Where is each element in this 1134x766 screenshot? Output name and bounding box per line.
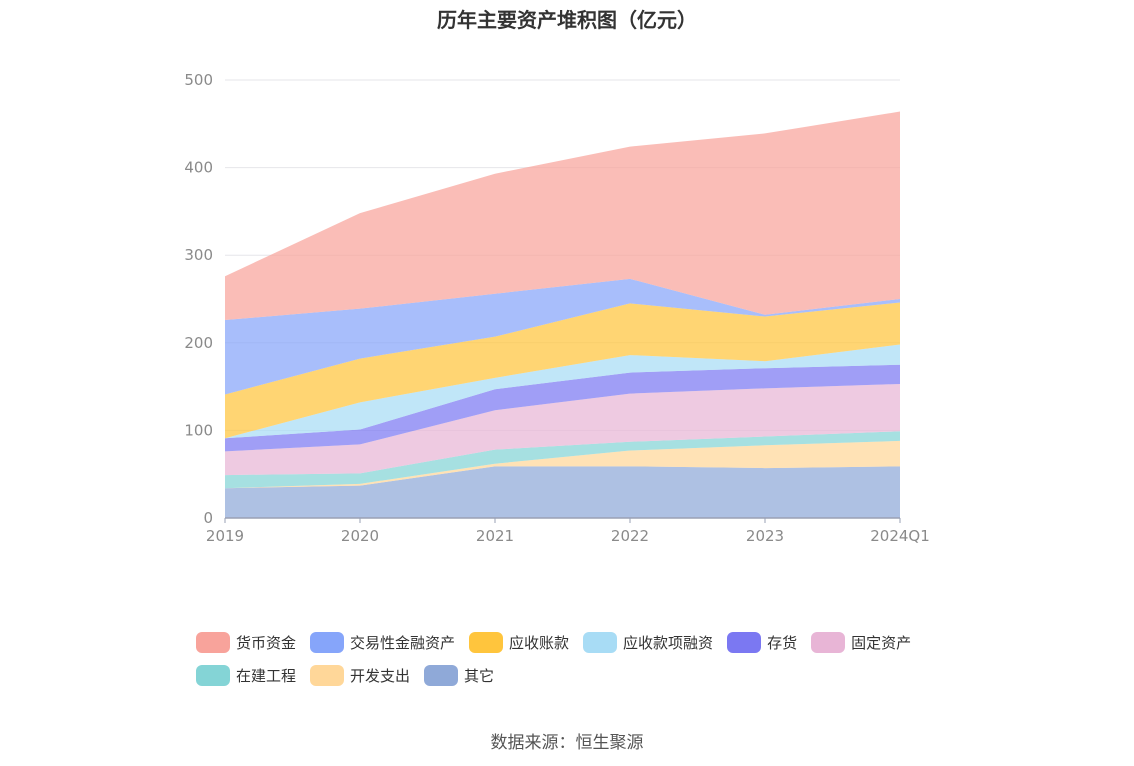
- area-series-7: [225, 278, 900, 395]
- area-series-0: [225, 466, 900, 518]
- y-tick-label: 500: [184, 71, 213, 89]
- y-tick-label: 400: [184, 159, 213, 177]
- legend-label: 货币资金: [236, 633, 297, 652]
- area-series-layer: [225, 111, 900, 518]
- legend: 货币资金 交易性金融资产 应收账款 应收款项融资 存货 固定资产在建工程 开发支出 其它: [196, 630, 956, 696]
- x-tick-label: 2024Q1: [870, 527, 930, 545]
- area-series-4: [225, 364, 900, 452]
- x-tick-label: 2023: [746, 527, 784, 545]
- legend-label: 应收账款: [509, 633, 570, 652]
- legend-label: 固定资产: [851, 633, 912, 652]
- legend-item[interactable]: 其它: [424, 663, 494, 687]
- legend-swatch: [310, 664, 345, 686]
- legend-item[interactable]: 货币资金: [196, 630, 296, 654]
- axes: 0 100 200 300 400 500 2019 2020 2021 2022 2023 2024…: [184, 71, 929, 545]
- y-tick-label: 100: [184, 421, 213, 439]
- area-series-6: [225, 302, 900, 439]
- legend-label: 开发支出: [350, 666, 411, 685]
- x-tick-label: 2022: [611, 527, 649, 545]
- legend-item[interactable]: 交易性金融资产: [310, 630, 455, 654]
- legend-swatch: [583, 631, 618, 653]
- legend-item[interactable]: 存货: [727, 630, 797, 654]
- y-tick-label: 0: [203, 509, 213, 527]
- chart-title: 历年主要资产堆积图（亿元）: [437, 8, 697, 32]
- legend-swatch: [727, 631, 762, 653]
- legend-item[interactable]: 固定资产: [811, 630, 911, 654]
- legend-swatch: [196, 664, 230, 686]
- area-series-8: [225, 111, 900, 321]
- area-series-1: [225, 440, 900, 489]
- legend-item[interactable]: 应收款项融资: [583, 630, 713, 654]
- legend-swatch: [424, 664, 459, 686]
- x-tick-label: 2021: [476, 527, 514, 545]
- legend-label: 其它: [464, 666, 495, 685]
- legend-item[interactable]: 在建工程: [196, 663, 296, 687]
- legend-swatch: [196, 631, 230, 653]
- x-tick-label: 2019: [206, 527, 244, 545]
- area-series-5: [225, 344, 900, 439]
- area-series-3: [225, 383, 900, 476]
- legend-swatch: [310, 631, 345, 653]
- y-tick-label: 300: [184, 246, 213, 264]
- legend-label: 应收款项融资: [623, 633, 714, 652]
- legend-label: 在建工程: [236, 666, 297, 685]
- legend-swatch: [811, 631, 846, 653]
- legend-label: 存货: [767, 633, 798, 652]
- legend-item[interactable]: 开发支出: [310, 663, 410, 687]
- x-tick-label: 2020: [341, 527, 379, 545]
- legend-item[interactable]: 应收账款: [469, 630, 569, 654]
- stacked-area-chart: 0 100 200 300 400 500 2019 2020 2021 2022 2023 2024…: [184, 71, 929, 545]
- y-tick-label: 200: [184, 334, 213, 352]
- data-source: 数据来源：恒生聚源: [490, 733, 644, 753]
- legend-label: 交易性金融资产: [350, 633, 456, 652]
- area-series-2: [225, 431, 900, 489]
- legend-swatch: [469, 631, 504, 653]
